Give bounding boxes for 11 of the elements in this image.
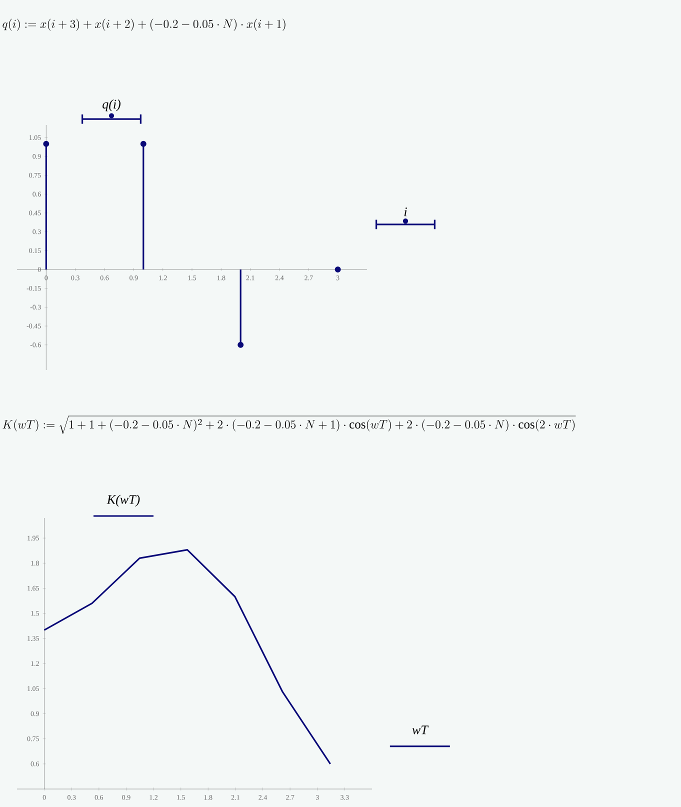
point [334,266,341,272]
point [140,140,146,147]
y-axis-title: q(i) [102,99,120,112]
chart-title: $K(wT):=\sqrt{1+1+(-0.2-0.05\cdot N)^{2}+2\cdot(-0.2-0.05\cdot N+1)\cdot\cos(wT)+2\cdot(-0.2-0.05\cdot N)\cdot\cos(2\cdot wT)}$ [2,416,576,434]
point [238,342,244,348]
x-axis-title: i [404,208,407,216]
line-series [44,548,332,765]
chart-title: $q(i):=x(i+3)+x(i+2)+(-0.2-0.05\cdot N)\cdot x(i+1)$ [2,18,286,31]
point [43,140,50,147]
y-axis-title: K(wT) [106,494,140,507]
x-axis-title: wT [412,726,429,734]
